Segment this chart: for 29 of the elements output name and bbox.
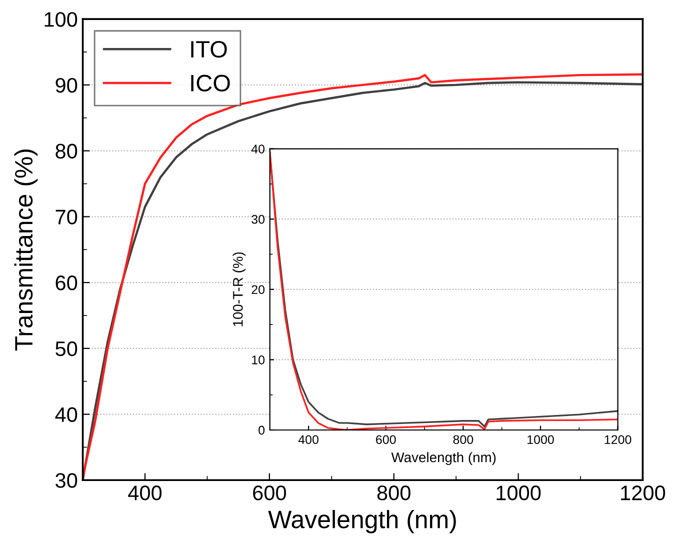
x-tick-label: 600 <box>253 486 286 500</box>
y-tick-label: 100 <box>44 12 78 27</box>
x-tick-label: 1200 <box>621 486 666 500</box>
y-tick-label: 10 <box>252 356 265 364</box>
x-axis-title: Wavelength (nm) <box>391 452 496 466</box>
y-tick-label: 0 <box>258 426 265 435</box>
x-tick-label: 800 <box>377 486 410 500</box>
legend-label: ICO <box>191 74 230 92</box>
y-tick-label: 20 <box>252 285 265 294</box>
y-axis-title: Transmittance (%) <box>14 150 38 351</box>
x-tick-label: 400 <box>128 486 162 500</box>
x-tick-label: 600 <box>376 435 396 444</box>
y-tick-label: 40 <box>55 407 78 422</box>
y-tick-label: 60 <box>56 276 78 290</box>
y-tick-label: 30 <box>252 214 265 224</box>
x-axis-title: Wavelength (nm) <box>268 510 456 534</box>
y-tick-label: 40 <box>251 144 265 154</box>
x-tick-label: 400 <box>298 435 318 444</box>
x-tick-label: 1200 <box>604 435 632 444</box>
x-tick-label: 800 <box>453 435 474 444</box>
x-tick-label: 1000 <box>496 486 541 500</box>
y-tick-label: 90 <box>56 78 78 93</box>
y-tick-label: 30 <box>56 473 78 488</box>
y-tick-label: 80 <box>56 144 78 159</box>
y-tick-label: 70 <box>56 210 78 224</box>
y-tick-label: 50 <box>56 341 78 356</box>
y-axis-title: 100-T-R (%) <box>232 252 246 326</box>
x-tick-label: 1000 <box>528 435 554 444</box>
legend-label: ITO <box>191 40 227 58</box>
